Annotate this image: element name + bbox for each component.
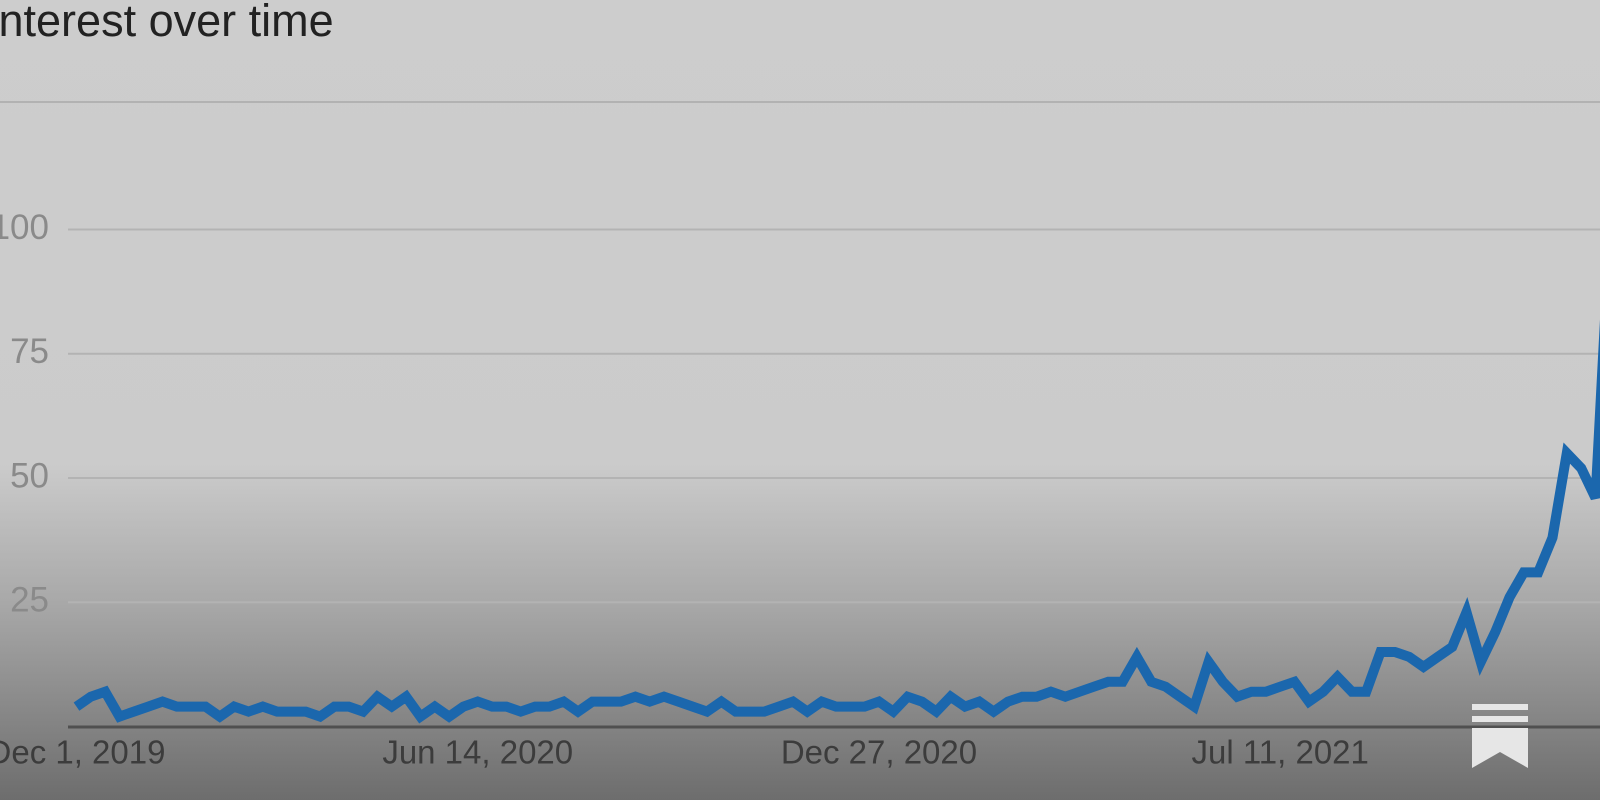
x-tick-label: Jul 11, 2021 (1192, 734, 1369, 771)
y-tick-label: 25 (10, 581, 49, 620)
y-tick-label: 75 (10, 332, 49, 371)
x-tick-label: Dec 1, 2019 (0, 734, 165, 771)
chart-title: Interest over time (0, 0, 334, 46)
x-tick-label: Dec 27, 2020 (781, 734, 977, 771)
y-tick-label: 50 (10, 456, 49, 495)
plot: 25 50 75 100 Dec 1, 2019 Jun 14, 2020 Dec 27, … (0, 208, 1600, 771)
bookmark-icon (1472, 704, 1528, 768)
x-tick-label: Jun 14, 2020 (382, 734, 573, 771)
y-tick-label: 100 (0, 208, 49, 247)
trend-line (73, 319, 1600, 724)
